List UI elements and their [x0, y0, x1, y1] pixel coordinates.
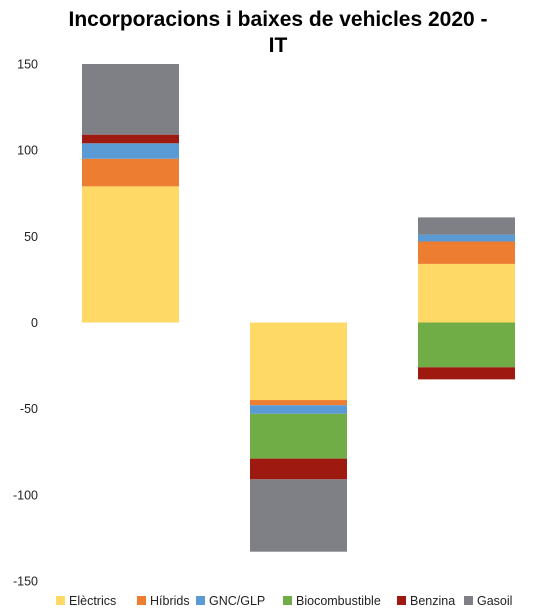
- y-tick-label: 150: [17, 58, 38, 72]
- legend-swatch: [137, 596, 146, 605]
- y-tick-label: -100: [13, 488, 38, 502]
- chart-title-line: Incorporacions i baixes de vehicles 2020…: [68, 8, 487, 31]
- bar-segment-h-brids: [418, 241, 515, 264]
- legend-item: Gasoil: [464, 594, 512, 608]
- legend-swatch: [196, 596, 205, 605]
- bars: [82, 64, 515, 552]
- legend-label: Benzina: [410, 594, 455, 608]
- legend-item: Híbrids: [137, 594, 190, 608]
- bar-segment-el-ctrics: [250, 322, 347, 401]
- y-tick-label: -150: [13, 575, 38, 589]
- legend-swatch: [283, 596, 292, 605]
- legend-item: GNC/GLP: [196, 594, 265, 608]
- bar-stack-3: [418, 217, 515, 380]
- bar-segment-h-brids: [250, 400, 347, 406]
- bar-segment-el-ctrics: [82, 186, 179, 323]
- bar-segment-gasoil: [82, 64, 179, 135]
- bar-segment-el-ctrics: [418, 263, 515, 323]
- y-tick-label: -50: [20, 402, 38, 416]
- legend-item: Benzina: [397, 594, 455, 608]
- legend-item: Biocombustible: [283, 594, 381, 608]
- legend: Elèctrics Híbrids GNC/GLP Biocombustible Ben…: [56, 594, 512, 608]
- chart-title: Incorporacions i baixes de vehicles 2020…: [68, 8, 487, 57]
- y-tick-label: 50: [24, 230, 38, 244]
- legend-label: GNC/GLP: [209, 594, 265, 608]
- legend-label: Biocombustible: [296, 594, 381, 608]
- bar-segment-gnc-glp: [418, 234, 515, 242]
- legend-swatch: [397, 596, 406, 605]
- y-tick-label: 0: [31, 316, 38, 330]
- y-axis-tick-labels: 150 100 50 0 -50 -100 -150: [13, 58, 38, 589]
- legend-swatch: [464, 596, 473, 605]
- legend-label: Híbrids: [150, 594, 190, 608]
- bar-segment-biocombustible: [250, 413, 347, 459]
- y-tick-label: 100: [17, 144, 38, 158]
- bar-segment-benzina: [418, 367, 515, 380]
- legend-label: Gasoil: [477, 594, 512, 608]
- bar-segment-biocombustible: [418, 322, 515, 368]
- legend-swatch: [56, 596, 65, 605]
- bar-segment-h-brids: [82, 158, 179, 187]
- legend-item: Elèctrics: [56, 594, 116, 608]
- legend-label: Elèctrics: [69, 594, 116, 608]
- bar-segment-gasoil: [250, 479, 347, 552]
- bar-segment-gnc-glp: [250, 405, 347, 414]
- bar-segment-gasoil: [418, 217, 515, 235]
- bar-segment-benzina: [250, 458, 347, 480]
- bar-stack-2: [250, 322, 347, 552]
- bar-segment-gnc-glp: [82, 143, 179, 159]
- bar-stack-1: [82, 64, 179, 323]
- bar-segment-benzina: [82, 134, 179, 144]
- chart-title-line: IT: [269, 34, 288, 57]
